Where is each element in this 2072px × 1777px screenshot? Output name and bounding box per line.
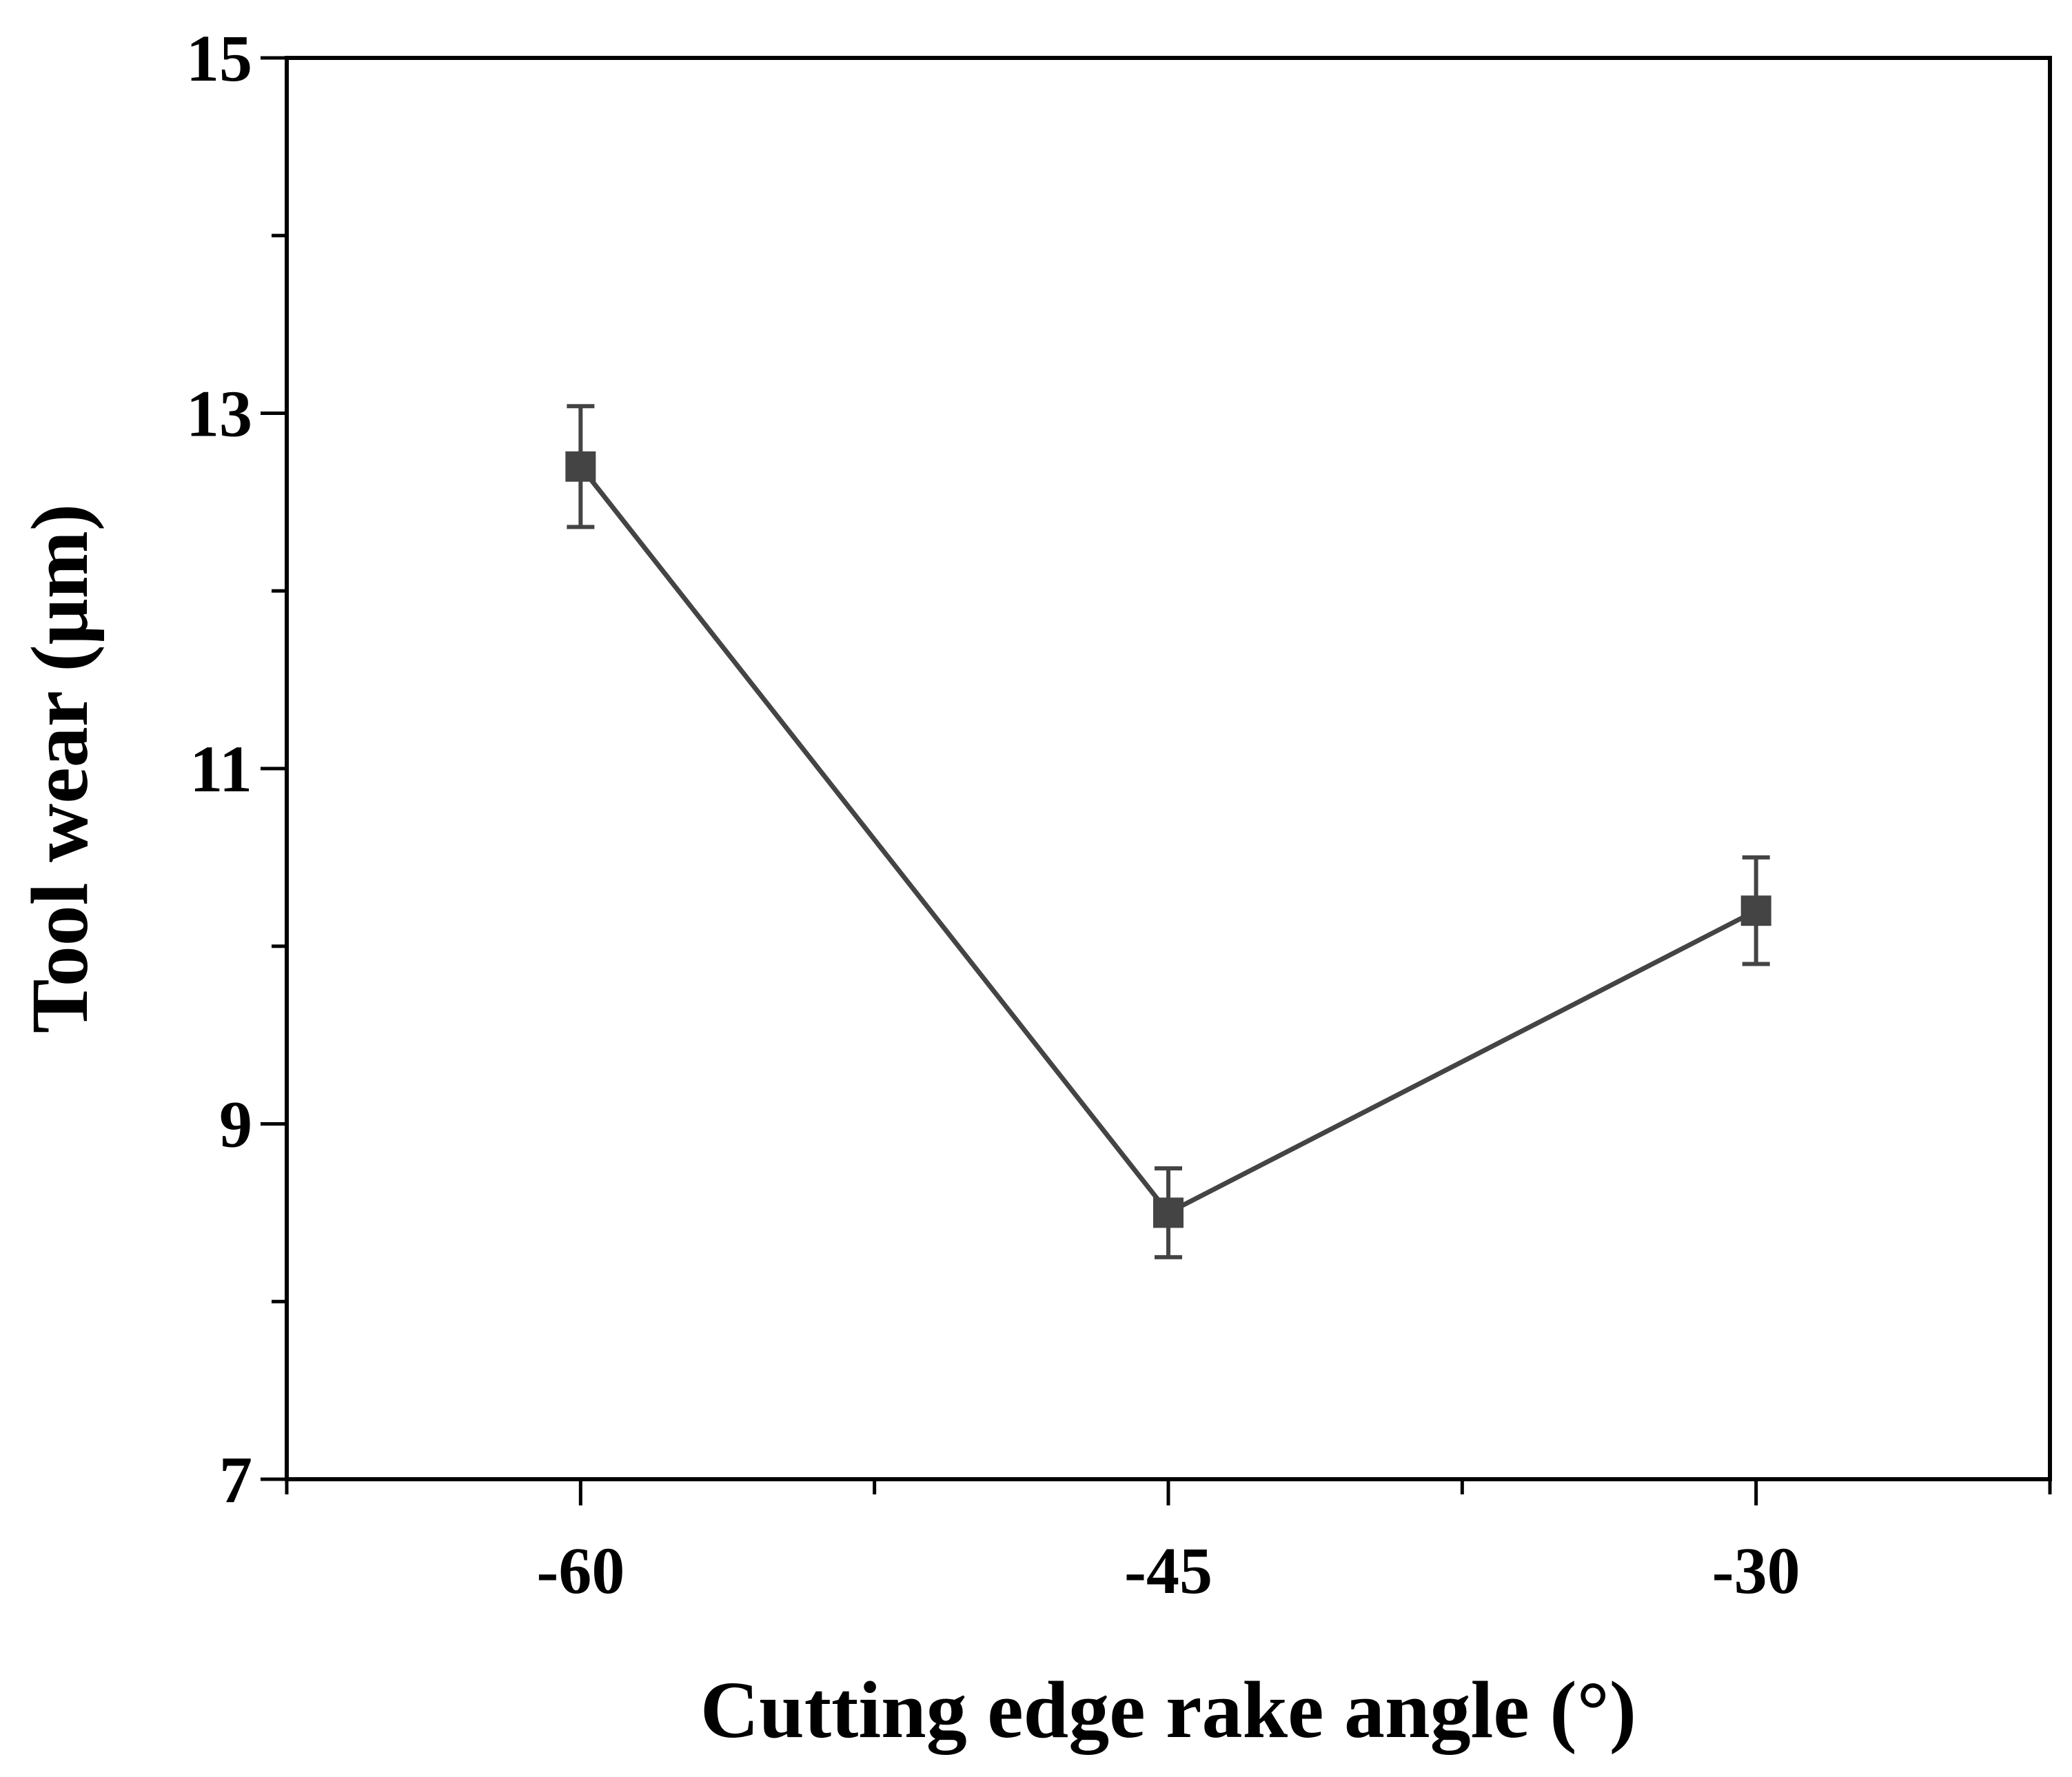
x-axis-ticks: -60 -45 -30 <box>285 1479 2052 1607</box>
x-axis-title: Cutting edge rake angle (°) <box>700 1665 1636 1755</box>
data-series <box>565 404 1771 1259</box>
y-tick-label: 9 <box>219 1088 252 1161</box>
x-tick-label: -60 <box>536 1534 624 1607</box>
series-line <box>578 465 1758 1215</box>
y-tick-label: 13 <box>186 377 252 451</box>
x-tick-label: -30 <box>1712 1534 1800 1607</box>
y-tick-label: 11 <box>190 732 252 806</box>
x-tick-label: -45 <box>1124 1534 1212 1607</box>
y-axis-title: Tool wear (μm) <box>14 504 105 1033</box>
data-point-marker <box>565 451 596 482</box>
y-tick-label: 7 <box>219 1443 252 1516</box>
data-point-marker <box>1740 895 1771 926</box>
y-axis-ticks: 7 9 11 13 15 <box>186 21 287 1516</box>
data-point-marker <box>1153 1197 1184 1228</box>
y-tick-label: 15 <box>186 21 252 95</box>
plot-frame <box>285 56 2052 1481</box>
